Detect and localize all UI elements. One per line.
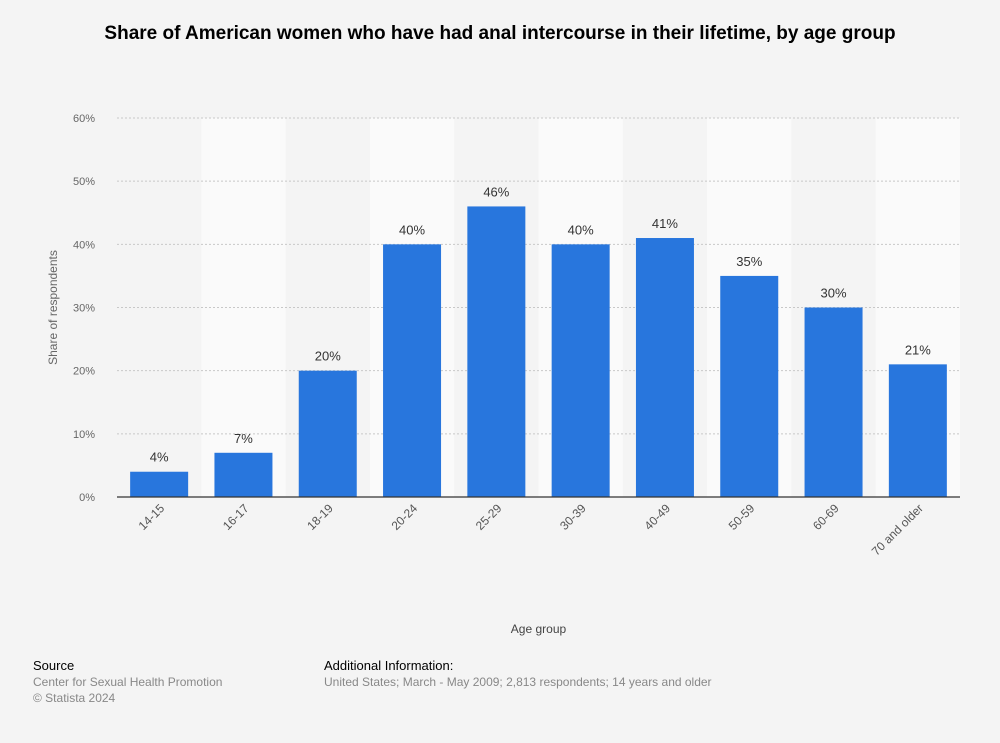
source-block: Source Center for Sexual Health Promotio… [33, 658, 222, 706]
bar [467, 206, 526, 497]
x-tick-label: 50-59 [726, 501, 758, 533]
additional-info-block: Additional Information: United States; M… [324, 658, 712, 690]
data-label: 35% [736, 254, 762, 269]
bar [804, 307, 863, 497]
band-stripe [201, 118, 286, 497]
bar [214, 452, 273, 497]
bar [130, 471, 189, 497]
y-tick-label: 10% [73, 429, 95, 441]
data-label: 40% [399, 222, 425, 237]
x-tick-label: 70 and older [869, 501, 926, 558]
x-tick-label: 30-39 [557, 501, 589, 533]
x-tick-label: 14-15 [136, 501, 168, 533]
x-axis-title: Age group [511, 622, 567, 636]
chart-title: Share of American women who have had ana… [104, 23, 896, 44]
x-tick-label: 18-19 [304, 501, 336, 533]
bar [298, 370, 357, 497]
bar [383, 244, 442, 497]
bar [720, 275, 779, 497]
data-label: 7% [234, 431, 253, 446]
x-tick-label: 40-49 [641, 501, 673, 533]
data-label: 21% [905, 342, 931, 357]
data-label: 46% [483, 184, 509, 199]
y-tick-label: 0% [79, 492, 95, 504]
y-tick-label: 30% [73, 303, 95, 315]
y-tick-label: 60% [73, 113, 95, 125]
data-label: 30% [821, 286, 847, 301]
y-tick-label: 50% [73, 176, 95, 188]
info-text: United States; March - May 2009; 2,813 r… [324, 675, 712, 689]
data-label: 4% [150, 450, 169, 465]
x-tick-label: 25-29 [473, 501, 505, 533]
data-label: 41% [652, 216, 678, 231]
y-tick-label: 40% [73, 239, 95, 251]
y-tick-label: 20% [73, 366, 95, 378]
y-axis-title: Share of respondents [46, 250, 60, 365]
bar [635, 238, 694, 497]
data-label: 40% [568, 222, 594, 237]
data-label: 20% [315, 349, 341, 364]
x-tick-label: 16-17 [220, 501, 252, 533]
info-heading: Additional Information: [324, 658, 454, 673]
source-heading: Source [33, 658, 75, 673]
bar [551, 244, 610, 497]
x-tick-label: 60-69 [810, 501, 842, 533]
source-line[interactable]: Center for Sexual Health Promotion [33, 675, 223, 689]
x-tick-label: 20-24 [389, 501, 421, 533]
copyright-line: © Statista 2024 [33, 691, 116, 705]
bar [888, 364, 947, 497]
